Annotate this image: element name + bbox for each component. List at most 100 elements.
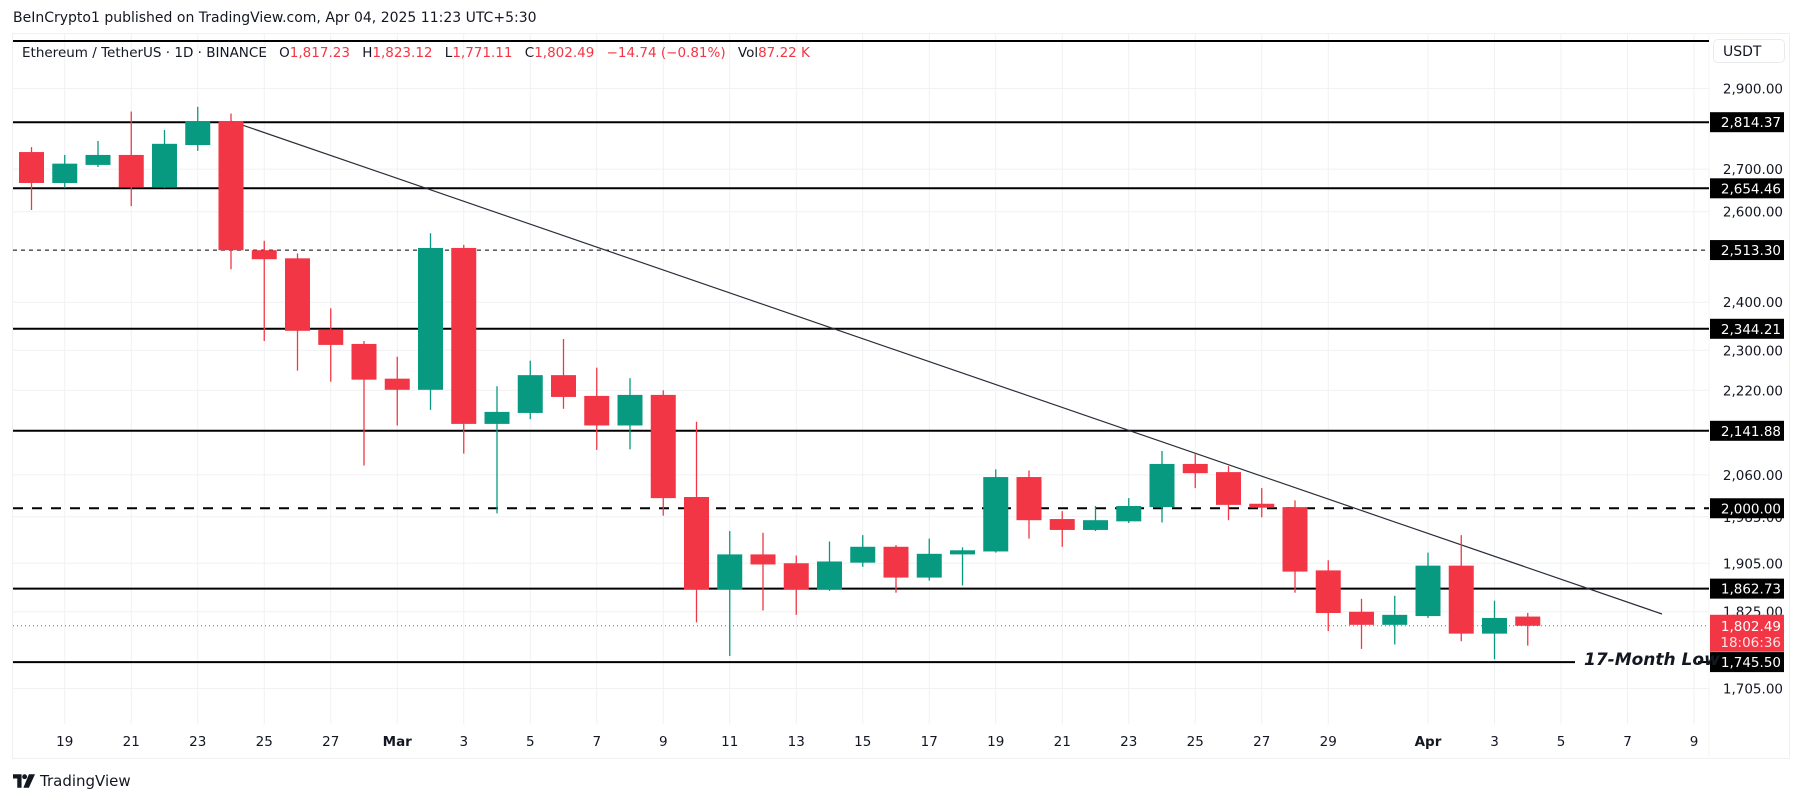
candle[interactable]: [418, 233, 443, 410]
svg-text:23: 23: [189, 734, 206, 750]
candle[interactable]: [52, 154, 78, 189]
candle[interactable]: [218, 113, 244, 270]
seventeen-month-low-annotation: 17-Month Low: [1584, 650, 1720, 671]
candle[interactable]: [783, 555, 809, 615]
level-price-label: 2,654.46: [1710, 178, 1784, 199]
svg-text:2,000.00: 2,000.00: [1721, 501, 1781, 517]
level-price-label: 2,000.00: [1710, 498, 1784, 519]
svg-text:25: 25: [1187, 734, 1204, 750]
candle[interactable]: [1149, 450, 1175, 523]
svg-text:2,141.88: 2,141.88: [1721, 424, 1781, 440]
svg-text:2,060.00: 2,060.00: [1723, 468, 1783, 484]
candle[interactable]: [19, 147, 44, 210]
candle[interactable]: [1382, 595, 1408, 645]
candle[interactable]: [950, 547, 975, 586]
svg-text:Mar: Mar: [383, 734, 413, 750]
svg-text:9: 9: [1690, 734, 1699, 750]
candle[interactable]: [251, 240, 277, 342]
currency-button[interactable]: USDT: [1713, 39, 1785, 63]
candle[interactable]: [152, 129, 177, 189]
candle[interactable]: [1182, 454, 1208, 489]
svg-text:25: 25: [256, 734, 273, 750]
svg-text:5: 5: [1557, 734, 1566, 750]
descending-trendline[interactable]: [230, 120, 1663, 615]
candle[interactable]: [1482, 600, 1507, 660]
candle[interactable]: [1349, 598, 1374, 649]
footer-brand[interactable]: TradingView: [13, 772, 131, 790]
candle[interactable]: [351, 341, 377, 466]
svg-text:2,814.37: 2,814.37: [1721, 115, 1781, 131]
candle[interactable]: [1282, 500, 1308, 593]
candle[interactable]: [750, 532, 776, 611]
candle[interactable]: [650, 390, 676, 516]
low-value: 1,771.11: [452, 45, 513, 61]
candle[interactable]: [85, 140, 111, 167]
candle[interactable]: [517, 360, 543, 420]
published-info: BeInCrypto1 published on TradingView.com…: [13, 10, 537, 26]
svg-text:2,220.00: 2,220.00: [1723, 383, 1783, 399]
time-axis[interactable]: 19 21 23 25 27 Mar 3 5 7 9 11 13 15 17 19 21 23 25 27 29 Apr…: [56, 734, 1698, 750]
candle[interactable]: [1415, 552, 1441, 618]
svg-text:29: 29: [1320, 734, 1337, 750]
low-label: L: [444, 45, 453, 61]
svg-text:1,905.00: 1,905.00: [1723, 556, 1783, 572]
svg-text:27: 27: [1253, 734, 1270, 750]
candle[interactable]: [185, 106, 211, 151]
candle[interactable]: [883, 545, 909, 593]
candle[interactable]: [684, 421, 709, 623]
candle[interactable]: [118, 111, 144, 207]
level-price-label: 2,814.37: [1710, 112, 1784, 133]
svg-text:2,513.30: 2,513.30: [1721, 243, 1781, 259]
candles: [19, 106, 1541, 660]
svg-text:7: 7: [592, 734, 601, 750]
svg-text:Apr: Apr: [1415, 734, 1442, 750]
candle[interactable]: [717, 531, 743, 656]
candle[interactable]: [1049, 511, 1075, 547]
svg-text:2,344.21: 2,344.21: [1721, 322, 1781, 338]
svg-text:2,300.00: 2,300.00: [1723, 343, 1783, 359]
price-axis[interactable]: 2,900.00 2,700.00 2,600.00 2,400.00 2,300.00…: [1723, 81, 1783, 697]
svg-text:18:06:36: 18:06:36: [1720, 635, 1781, 651]
candle[interactable]: [1315, 560, 1341, 632]
svg-text:27: 27: [322, 734, 339, 750]
chart-frame: [12, 33, 1790, 759]
svg-text:1,862.73: 1,862.73: [1721, 582, 1781, 598]
svg-text:2,900.00: 2,900.00: [1723, 81, 1783, 97]
candle[interactable]: [285, 253, 310, 371]
candle[interactable]: [1116, 498, 1142, 524]
svg-text:3: 3: [459, 734, 468, 750]
candle[interactable]: [983, 469, 1009, 553]
level-price-label: 2,344.21: [1710, 318, 1784, 339]
candle[interactable]: [850, 535, 876, 567]
svg-text:19: 19: [56, 734, 73, 750]
candle[interactable]: [1515, 612, 1541, 646]
level-price-label: 2,513.30: [1710, 240, 1784, 261]
high-label: H: [362, 45, 373, 61]
open-label: O: [279, 45, 290, 61]
candle[interactable]: [451, 244, 477, 454]
svg-text:5: 5: [526, 734, 535, 750]
open-value: 1,817.23: [289, 45, 350, 61]
candle[interactable]: [1083, 506, 1108, 532]
candle[interactable]: [1016, 470, 1042, 539]
candle[interactable]: [916, 538, 942, 581]
candle[interactable]: [484, 386, 510, 514]
candle[interactable]: [318, 308, 344, 382]
candle[interactable]: [1448, 535, 1474, 642]
svg-text:21: 21: [123, 734, 140, 750]
candle[interactable]: [1216, 466, 1241, 521]
level-price-label: 2,141.88: [1710, 420, 1784, 441]
volume-value: 87.22 K: [758, 45, 810, 61]
candle[interactable]: [551, 339, 576, 409]
candle[interactable]: [584, 367, 610, 450]
candle[interactable]: [384, 356, 410, 426]
candle[interactable]: [817, 541, 842, 591]
svg-text:19: 19: [987, 734, 1004, 750]
svg-text:21: 21: [1054, 734, 1071, 750]
candle[interactable]: [1249, 488, 1275, 518]
svg-text:2,600.00: 2,600.00: [1723, 205, 1783, 221]
candle[interactable]: [617, 378, 643, 450]
close-value: 1,802.49: [534, 45, 595, 61]
change-value: −14.74 (−0.81%): [606, 45, 726, 61]
